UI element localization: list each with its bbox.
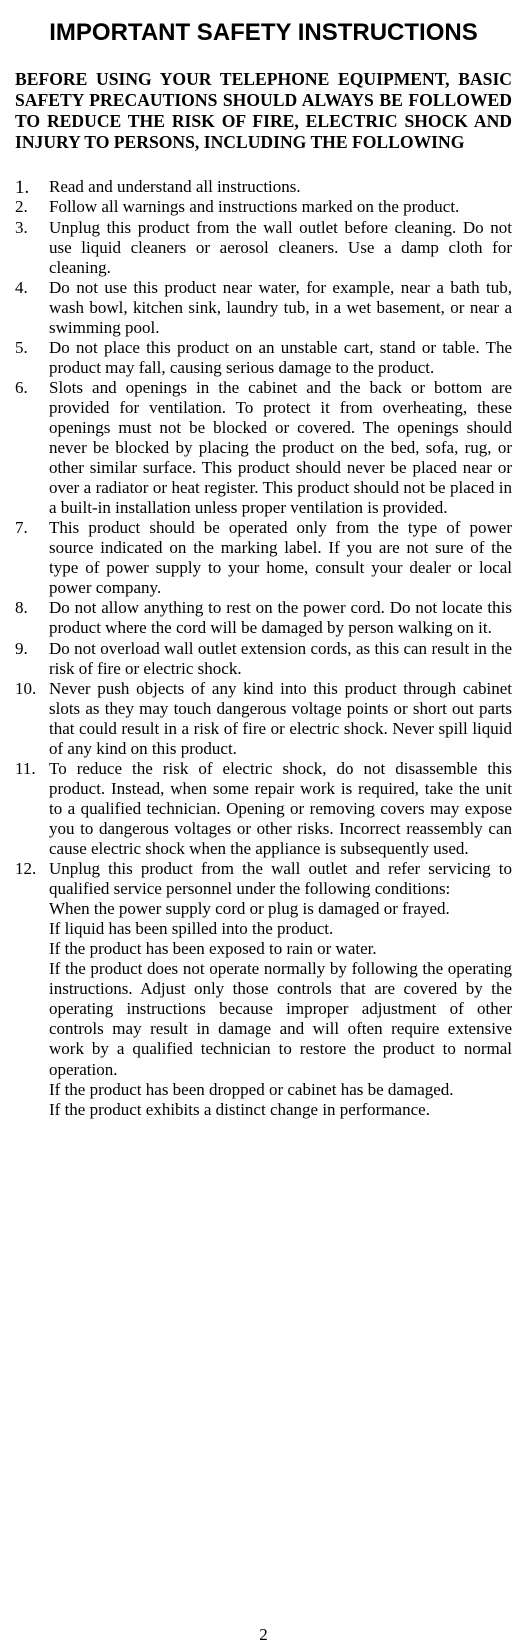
list-text: To reduce the risk of electric shock, do… — [49, 759, 512, 858]
list-number: 7. — [15, 518, 28, 538]
list-number: 10. — [15, 679, 36, 699]
instruction-list: 1. Read and understand all instructions.… — [15, 177, 512, 899]
list-text: Do not allow anything to rest on the pow… — [49, 598, 512, 637]
list-item: 5. Do not place this product on an unsta… — [15, 338, 512, 378]
list-text: Unplug this product from the wall outlet… — [49, 859, 512, 898]
list-item: 9. Do not overload wall outlet extension… — [15, 639, 512, 679]
list-number: 12. — [15, 859, 36, 879]
list-number: 2. — [15, 197, 28, 217]
list-item: 7. This product should be operated only … — [15, 518, 512, 598]
list-number: 8. — [15, 598, 28, 618]
list-number: 3. — [15, 218, 28, 238]
list-number: 6. — [15, 378, 28, 398]
page-number: 2 — [0, 1625, 527, 1645]
list-text: Do not overload wall outlet extension co… — [49, 639, 512, 678]
list-text: Read and understand all instructions. — [49, 177, 301, 196]
list-item: 11. To reduce the risk of electric shock… — [15, 759, 512, 859]
list-item: 6. Slots and openings in the cabinet and… — [15, 378, 512, 518]
sub-condition: If the product has been dropped or cabin… — [15, 1080, 512, 1100]
sub-condition: If the product exhibits a distinct chang… — [15, 1100, 512, 1120]
list-item: 10. Never push objects of any kind into … — [15, 679, 512, 759]
list-item: 2. Follow all warnings and instructions … — [15, 197, 512, 217]
list-number: 5. — [15, 338, 28, 358]
list-text: Never push objects of any kind into this… — [49, 679, 512, 758]
list-number: 9. — [15, 639, 28, 659]
list-number: 4. — [15, 278, 28, 298]
list-item: 4. Do not use this product near water, f… — [15, 278, 512, 338]
list-text: Unplug this product from the wall outlet… — [49, 218, 512, 277]
sub-condition: When the power supply cord or plug is da… — [15, 899, 512, 919]
list-number: 1. — [15, 177, 29, 199]
list-text: This product should be operated only fro… — [49, 518, 512, 597]
list-text: Do not place this product on an unstable… — [49, 338, 512, 377]
list-item: 12. Unplug this product from the wall ou… — [15, 859, 512, 899]
sub-condition: If liquid has been spilled into the prod… — [15, 919, 512, 939]
list-number: 11. — [15, 759, 36, 779]
list-text: Do not use this product near water, for … — [49, 278, 512, 337]
list-text: Slots and openings in the cabinet and th… — [49, 378, 512, 517]
list-text: Follow all warnings and instructions mar… — [49, 197, 459, 216]
page-title: IMPORTANT SAFETY INSTRUCTIONS — [15, 15, 512, 51]
list-item: 8. Do not allow anything to rest on the … — [15, 598, 512, 638]
sub-condition: If the product has been exposed to rain … — [15, 939, 512, 959]
sub-condition: If the product does not operate normally… — [15, 959, 512, 1079]
intro-paragraph: BEFORE USING YOUR TELEPHONE EQUIPMENT, B… — [15, 69, 512, 153]
list-item: 1. Read and understand all instructions. — [15, 177, 512, 197]
list-item: 3. Unplug this product from the wall out… — [15, 218, 512, 278]
